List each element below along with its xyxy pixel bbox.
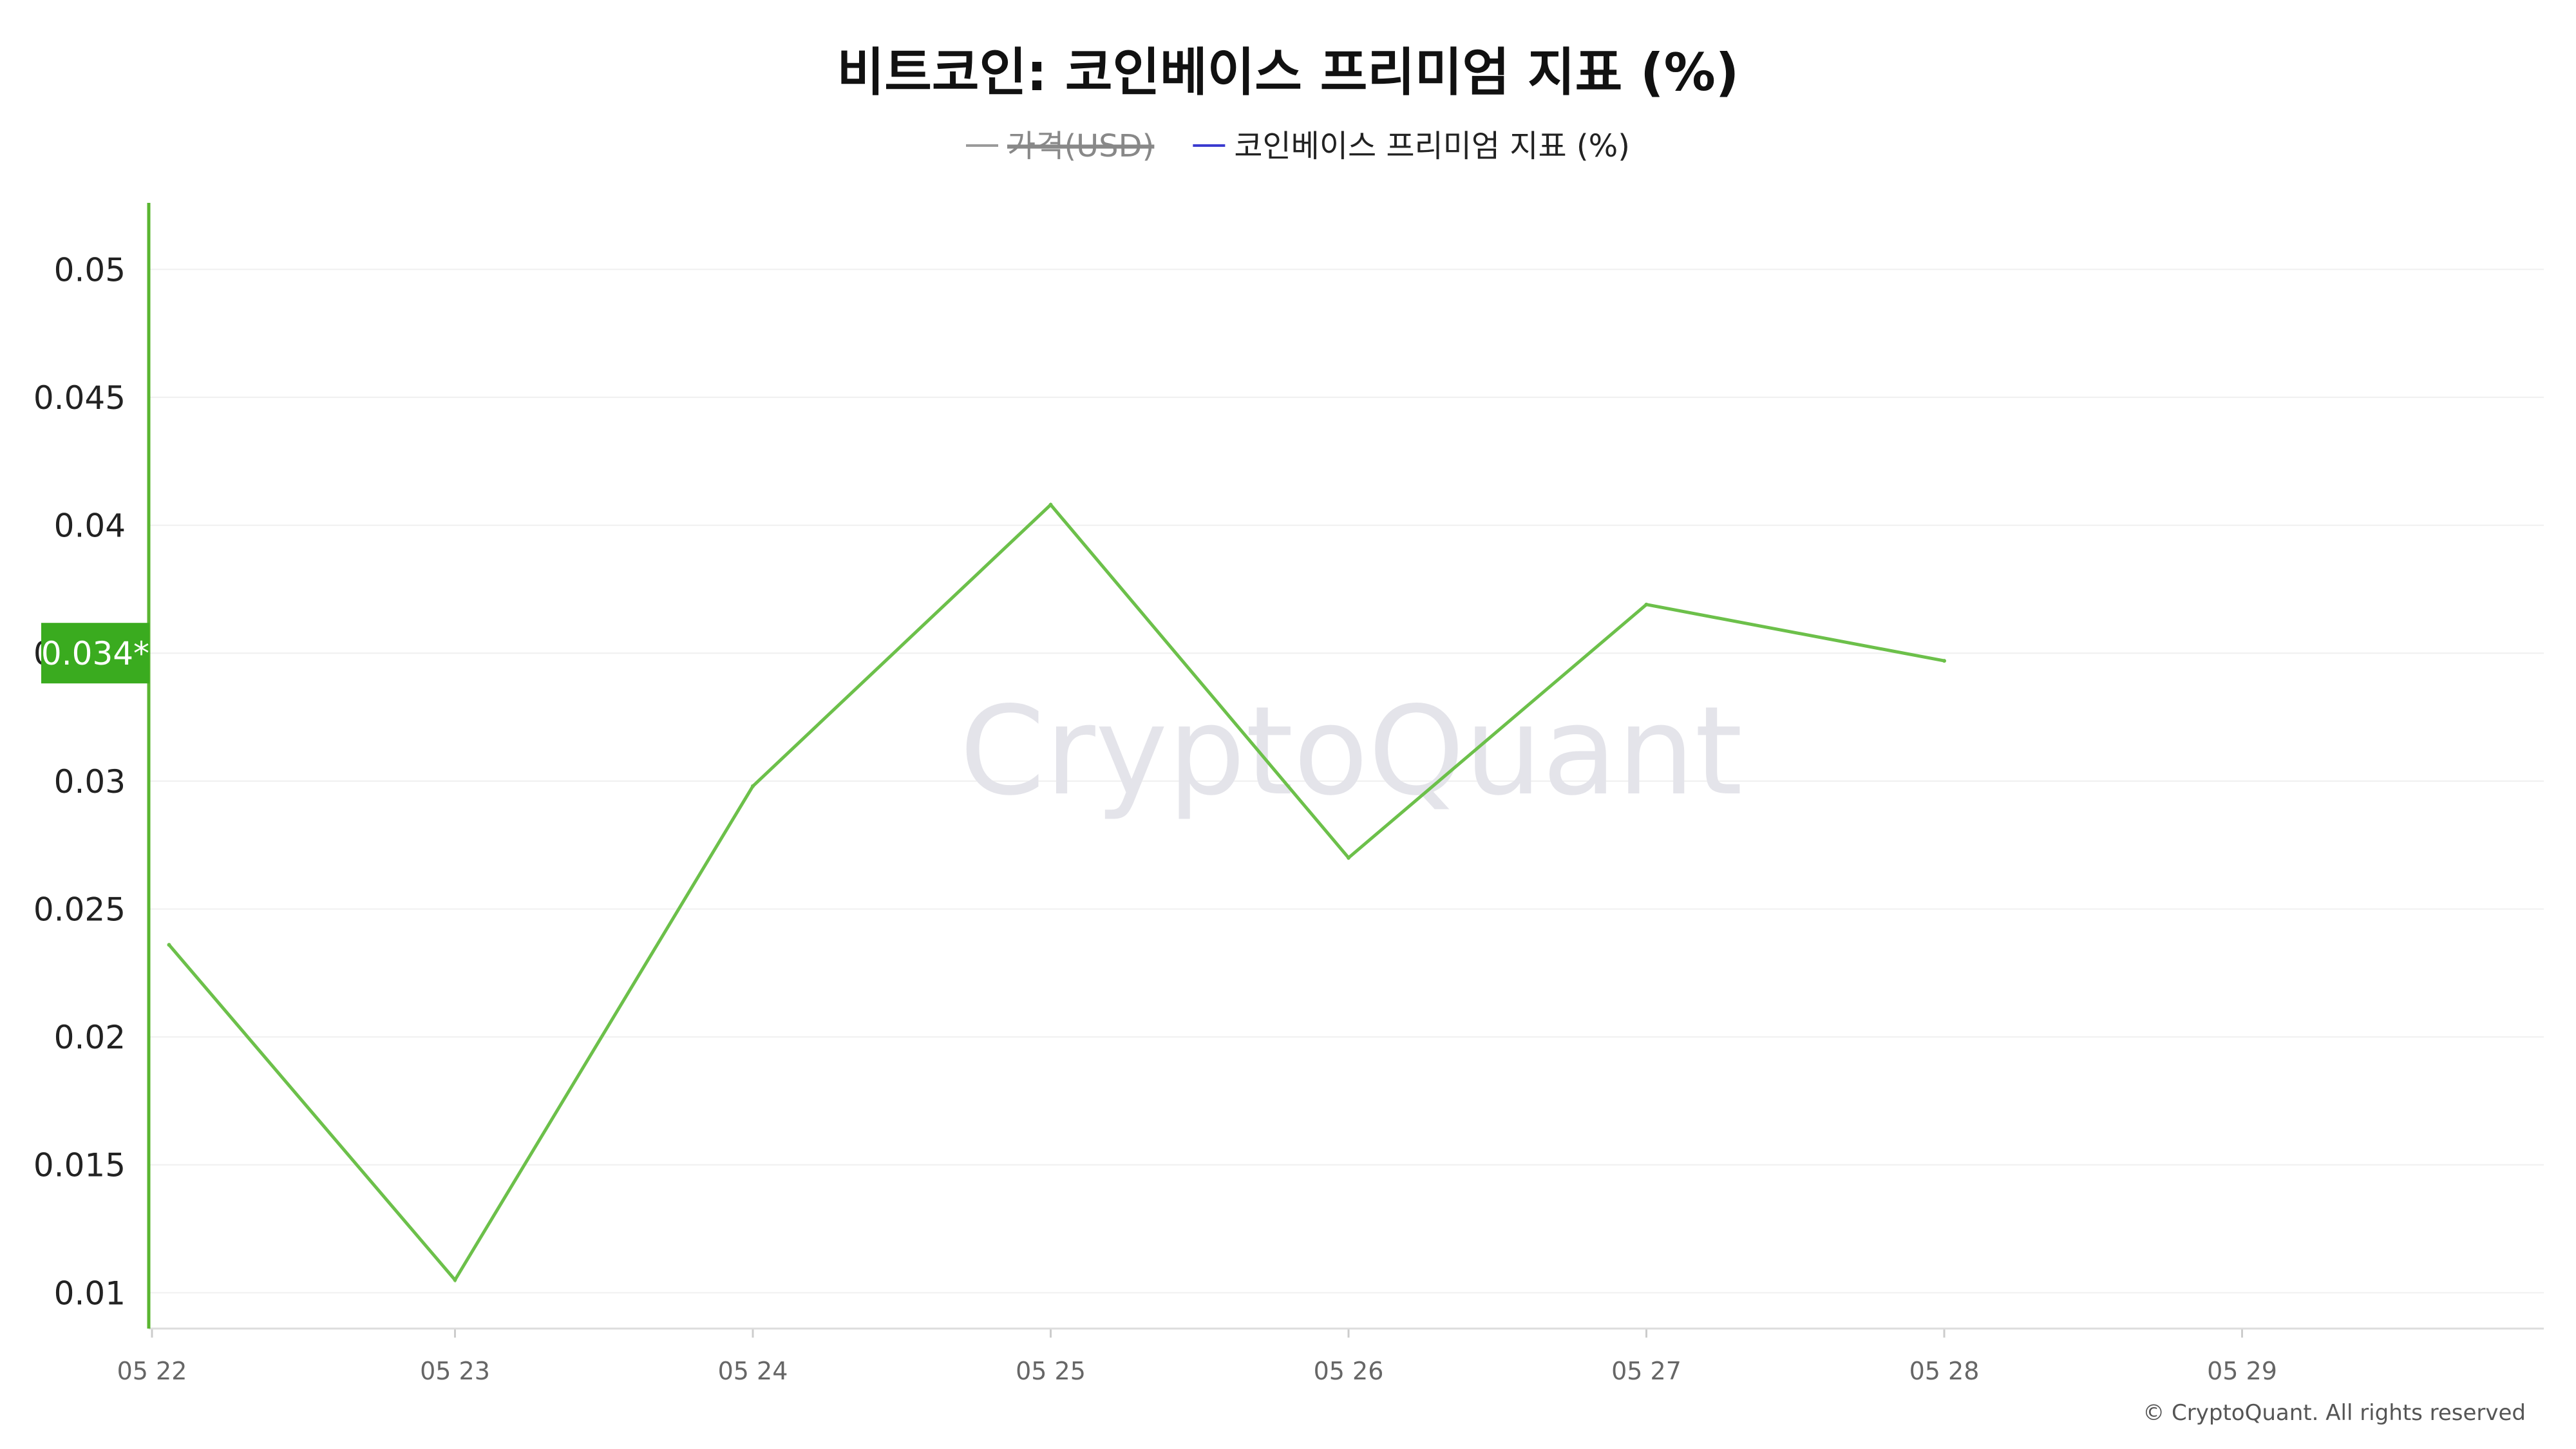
data-point [751,784,755,788]
data-point [167,943,171,947]
y-tick-label: 0.015 [33,1147,126,1184]
data-point [453,1278,457,1282]
chart-title: 비트코인: 코인베이스 프리미엄 지표 (%) [837,43,1739,102]
current-value-badge-bg [41,623,149,684]
y-tick-label: 0.02 [54,1019,126,1056]
legend-item[interactable]: 코인베이스 프리미엄 지표 (%) [1193,128,1630,164]
y-tick-label: 0.01 [54,1274,126,1312]
x-tick-label: 05 23 [420,1357,490,1385]
current-value-badge: 0.034* [41,623,149,684]
legend-label: 코인베이스 프리미엄 지표 (%) [1234,128,1630,164]
grid-lines [149,269,2544,1294]
x-axis-ticks: 05 22 05 23 05 24 05 25 05 26 05 27 05 28 05 29 [117,1329,2277,1385]
data-point [1644,602,1649,607]
legend-item[interactable]: 가격(USD) [966,128,1155,164]
x-tick-label: 05 24 [718,1357,788,1385]
current-value-label: 0.034* [41,635,149,672]
x-tick-label: 05 25 [1016,1357,1086,1385]
x-tick-label: 05 29 [2207,1357,2277,1385]
x-tick-label: 05 28 [1909,1357,1980,1385]
copyright: © CryptoQuant. All rights reserved [2143,1400,2526,1426]
y-tick-label: 0.03 [54,763,126,800]
legend[interactable]: 가격(USD) 코인베이스 프리미엄 지표 (%) [966,128,1630,164]
x-tick-label: 05 22 [117,1357,187,1385]
x-tick-label: 05 26 [1314,1357,1384,1385]
series-layer [167,502,1946,1283]
data-point [1347,856,1350,860]
y-tick-label: 0.045 [33,379,126,417]
watermark: CryptoQuant [960,680,1743,822]
data-point [1048,502,1053,507]
data-point [1942,659,1946,663]
y-tick-label: 0.04 [54,507,126,545]
series-line [167,502,1945,1283]
y-tick-label: 0.05 [54,251,126,289]
y-tick-label: 0.025 [33,891,126,928]
x-tick-label: 05 27 [1611,1357,1681,1385]
